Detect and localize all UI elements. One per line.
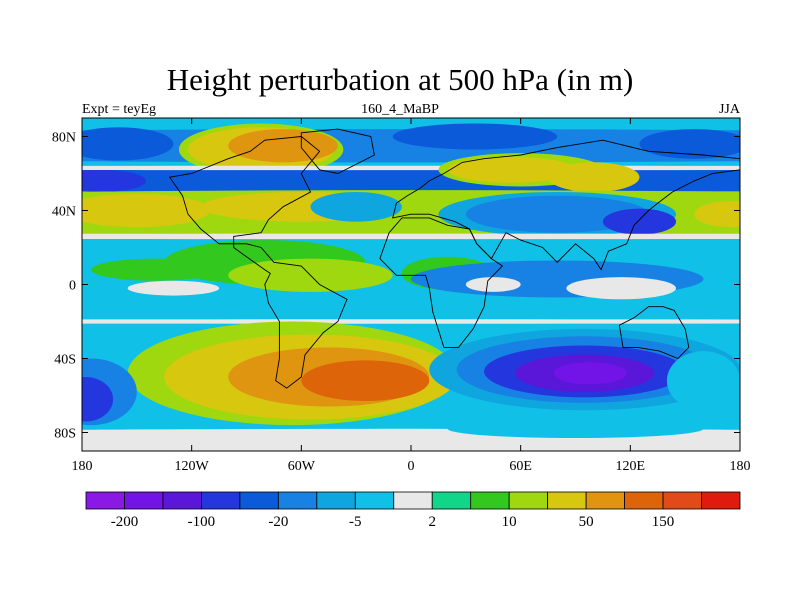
colorbar-box xyxy=(354,491,395,510)
contour-region-eq-white-2 xyxy=(127,280,220,296)
colorbar-box xyxy=(162,491,202,510)
y-tick-label: 40N xyxy=(52,205,76,220)
contour-region-siberia-high-3 xyxy=(548,162,640,192)
contour-field xyxy=(82,118,740,451)
colorbar-box xyxy=(85,491,125,510)
contour-region-antarctic-blue xyxy=(447,419,704,439)
y-axis: 80N 40N 0 40S 80S xyxy=(52,131,740,442)
contour-regions xyxy=(82,123,740,451)
colorbar-box xyxy=(470,491,510,510)
experiment-label: Expt = teyEg xyxy=(82,102,156,117)
x-tick-label: 120E xyxy=(616,459,646,474)
contour-region-atl-high xyxy=(82,193,210,228)
contour-region-pac-lows-57n xyxy=(82,169,146,192)
season-label: JJA xyxy=(718,102,740,117)
x-tick-label: 180 xyxy=(730,459,751,474)
colorbar-box xyxy=(624,491,664,510)
contour-region-sh-green-e xyxy=(666,351,740,411)
x-tick-label: 0 xyxy=(408,459,415,474)
contour-region-sh-low-e5 xyxy=(553,362,627,385)
run-label: 160_4_MaBP xyxy=(361,102,439,117)
contour-region-asia-low-2 xyxy=(465,195,649,233)
colorbar-label: -5 xyxy=(349,514,362,530)
coastline-3 xyxy=(618,306,690,360)
contour-region-n-pacific-low xyxy=(82,127,174,161)
contour-region-n-europe-low xyxy=(392,123,558,150)
colorbar-label: -100 xyxy=(188,514,216,530)
x-axis: 180 120W 60W 0 60E 120E 180 xyxy=(72,118,751,474)
contour-region-eq-white-3 xyxy=(465,277,521,292)
colorbar-box xyxy=(201,491,241,510)
contour-region-e-siberia-low xyxy=(639,129,740,159)
contour-region-eq-white-1 xyxy=(566,277,677,300)
contour-region-white-57n xyxy=(82,165,740,171)
colorbar-label: 150 xyxy=(652,514,675,530)
colorbar-box xyxy=(701,491,741,510)
colorbar-label: -200 xyxy=(111,514,139,530)
colorbar-box xyxy=(585,491,625,510)
contour-region-white-25n xyxy=(82,233,740,240)
x-tick-label: 180 xyxy=(72,459,93,474)
contour-region-asia-low-3 xyxy=(602,208,677,235)
contour-region-pac-high-e xyxy=(694,201,740,228)
colorbar-box xyxy=(124,491,164,510)
colorbar-label: 2 xyxy=(428,514,436,530)
y-tick-label: 40S xyxy=(54,353,76,368)
colorbar-box xyxy=(316,491,356,510)
contour-region-sh-high-4 xyxy=(301,360,430,402)
contour-region-arctic-high-3 xyxy=(228,129,338,163)
coastline-outline xyxy=(168,128,740,389)
colorbar-label: 10 xyxy=(502,514,517,530)
coastline-0 xyxy=(168,136,348,389)
y-tick-label: 0 xyxy=(69,279,76,294)
contour-region-pac-green xyxy=(91,258,220,281)
colorbar: -200 -100 -20 -5 2 10 50 150 xyxy=(85,491,741,530)
x-tick-label: 120W xyxy=(175,459,210,474)
y-tick-label: 80N xyxy=(52,131,76,146)
colorbar-box xyxy=(277,491,318,510)
y-tick-label: 80S xyxy=(54,427,76,442)
contour-region-na-low xyxy=(310,192,402,222)
colorbar-label: 50 xyxy=(579,514,594,530)
colorbar-box xyxy=(547,491,587,510)
contour-region-white-sh xyxy=(82,319,740,324)
colorbar-box xyxy=(239,491,279,510)
contour-region-sh-low-w2 xyxy=(82,377,114,422)
chart-title: Height perturbation at 500 hPa (in m) xyxy=(166,62,634,97)
contour-region-siberia-high-2 xyxy=(447,156,576,183)
colorbar-label: -20 xyxy=(268,514,288,530)
coastline-2 xyxy=(379,217,504,348)
colorbar-box xyxy=(508,491,549,510)
colorbar-box xyxy=(431,491,472,510)
x-tick-label: 60W xyxy=(288,459,316,474)
coastline-4 xyxy=(300,128,375,174)
colorbar-box xyxy=(662,491,702,510)
x-tick-label: 60E xyxy=(509,459,532,474)
colorbar-box xyxy=(393,491,433,510)
